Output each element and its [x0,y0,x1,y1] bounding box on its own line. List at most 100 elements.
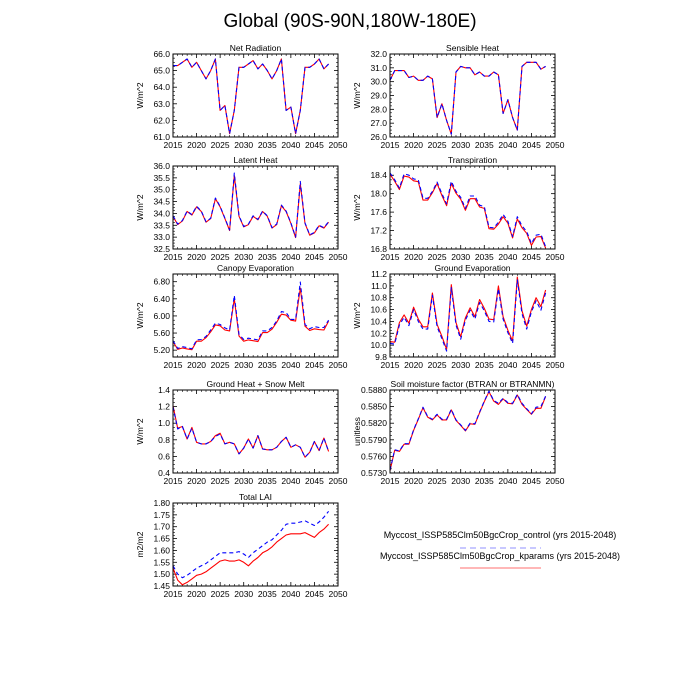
panel-title: Net Radiation [230,43,282,53]
y-tick-label: 62.0 [153,115,170,125]
x-tick-label: 2015 [381,140,400,150]
y-tick-label: 63.0 [153,99,170,109]
x-tick-label: 2045 [522,140,541,150]
y-tick-label: 17.2 [370,226,387,236]
x-tick-label: 2020 [187,360,206,370]
plot-frame [172,53,339,138]
series-line-kparams [173,58,329,135]
x-tick-label: 2020 [187,476,206,486]
x-tick-label: 2015 [381,252,400,262]
x-tick-label: 2050 [546,360,565,370]
x-tick-label: 2040 [498,476,517,486]
series-line-control [173,58,329,135]
panel-title: Transpiration [448,155,498,165]
y-axis-label: W/m^2 [135,302,145,328]
y-tick-label: 1.45 [153,581,170,591]
x-tick-label: 2040 [498,360,517,370]
x-tick-label: 2035 [475,476,494,486]
series-line-control [389,279,547,352]
y-tick-label: 17.6 [370,207,387,217]
series-line-control [389,390,547,471]
x-tick-label: 2030 [234,252,253,262]
y-axis-label: unitless [352,417,362,446]
y-tick-label: 64.0 [153,82,170,92]
panel-canopy-evaporation: Canopy Evaporation W/m^2 2015 2020 2025 2030 2… [135,263,348,370]
x-tick-label: 2045 [305,140,324,150]
x-tick-label: 2030 [234,476,253,486]
x-tick-label: 2035 [258,589,277,599]
x-tick-label: 2030 [234,589,253,599]
y-tick-label: 10.2 [370,328,387,338]
x-tick-label: 2025 [211,140,230,150]
plot-frame [172,273,339,358]
y-tick-label: 5.60 [153,328,170,338]
panel-title: Ground Heat + Snow Melt [206,379,305,389]
x-tick-label: 2040 [281,140,300,150]
x-tick-label: 2015 [164,589,183,599]
legend: Myccost_ISSP585Clm50BgcCrop_control (yrs… [380,530,620,569]
panel-transpiration: Transpiration W/m^2 2015 2020 2025 2030 2035 20… [352,155,565,262]
x-tick-label: 2035 [475,252,494,262]
panel-title: Ground Evaporation [434,263,510,273]
panel-soil-moisture-factor-btran-or-btranmn-: Soil moisture factor (BTRAN or BTRANMN) u… [352,379,565,486]
y-tick-label: 1.50 [153,569,170,579]
x-tick-label: 2025 [428,140,447,150]
y-tick-label: 0.4 [158,468,170,478]
y-tick-label: 34.5 [153,197,170,207]
y-tick-label: 10.0 [370,340,387,350]
series-line-kparams [172,405,330,458]
y-tick-label: 1.2 [158,402,170,412]
y-tick-label: 0.5760 [361,451,387,461]
x-tick-label: 2015 [164,360,183,370]
x-tick-label: 2020 [404,360,423,370]
y-tick-label: 0.8 [158,435,170,445]
y-tick-label: 5.20 [153,345,170,355]
panel-ground-evaporation: Ground Evaporation W/m^2 2015 2020 2025 2030 2… [352,263,565,370]
x-tick-label: 2025 [211,589,230,599]
x-tick-label: 2040 [498,140,517,150]
y-axis-label: W/m^2 [135,194,145,220]
y-tick-label: 1.75 [153,510,170,520]
y-tick-label: 18.4 [370,170,387,180]
y-tick-label: 34.0 [153,208,170,218]
y-tick-label: 18.0 [370,189,387,199]
y-tick-label: 35.5 [153,173,170,183]
plot-frame [172,502,339,587]
x-tick-label: 2045 [522,360,541,370]
panel-title: Canopy Evaporation [217,263,294,273]
x-tick-label: 2040 [281,589,300,599]
x-tick-label: 2045 [305,589,324,599]
y-tick-label: 11.2 [371,269,387,279]
y-tick-label: 6.00 [153,311,170,321]
x-tick-label: 2040 [281,476,300,486]
panel-net-radiation: Net Radiation W/m^2 2015 2020 2025 2030 2035 20… [135,43,348,150]
y-tick-label: 26.0 [370,132,387,142]
y-tick-label: 0.5730 [361,468,387,478]
panel-title: Latent Heat [234,155,279,165]
y-tick-label: 32.0 [370,49,387,59]
y-tick-label: 1.80 [153,498,170,508]
y-tick-label: 35.0 [153,185,170,195]
x-tick-label: 2035 [258,252,277,262]
x-tick-label: 2050 [329,476,348,486]
x-tick-label: 2015 [164,140,183,150]
x-tick-label: 2030 [234,140,253,150]
y-tick-label: 61.0 [153,132,170,142]
x-tick-label: 2050 [329,589,348,599]
x-tick-label: 2050 [546,140,565,150]
y-tick-label: 32.5 [153,244,170,254]
series-line-kparams [172,287,330,351]
y-axis-label: W/m^2 [352,302,362,328]
x-tick-label: 2025 [428,476,447,486]
y-tick-label: 11.0 [371,281,387,291]
y-tick-label: 1.0 [158,418,170,428]
panel-ground-heat-snow-melt: Ground Heat + Snow Melt W/m^2 2015 2020 2025… [135,379,348,486]
y-tick-label: 0.5850 [361,402,387,412]
y-tick-label: 9.8 [375,352,387,362]
y-axis-label: W/m^2 [352,194,362,220]
x-tick-label: 2045 [305,252,324,262]
y-tick-label: 33.0 [153,232,170,242]
x-tick-label: 2015 [164,476,183,486]
x-tick-label: 2030 [451,252,470,262]
